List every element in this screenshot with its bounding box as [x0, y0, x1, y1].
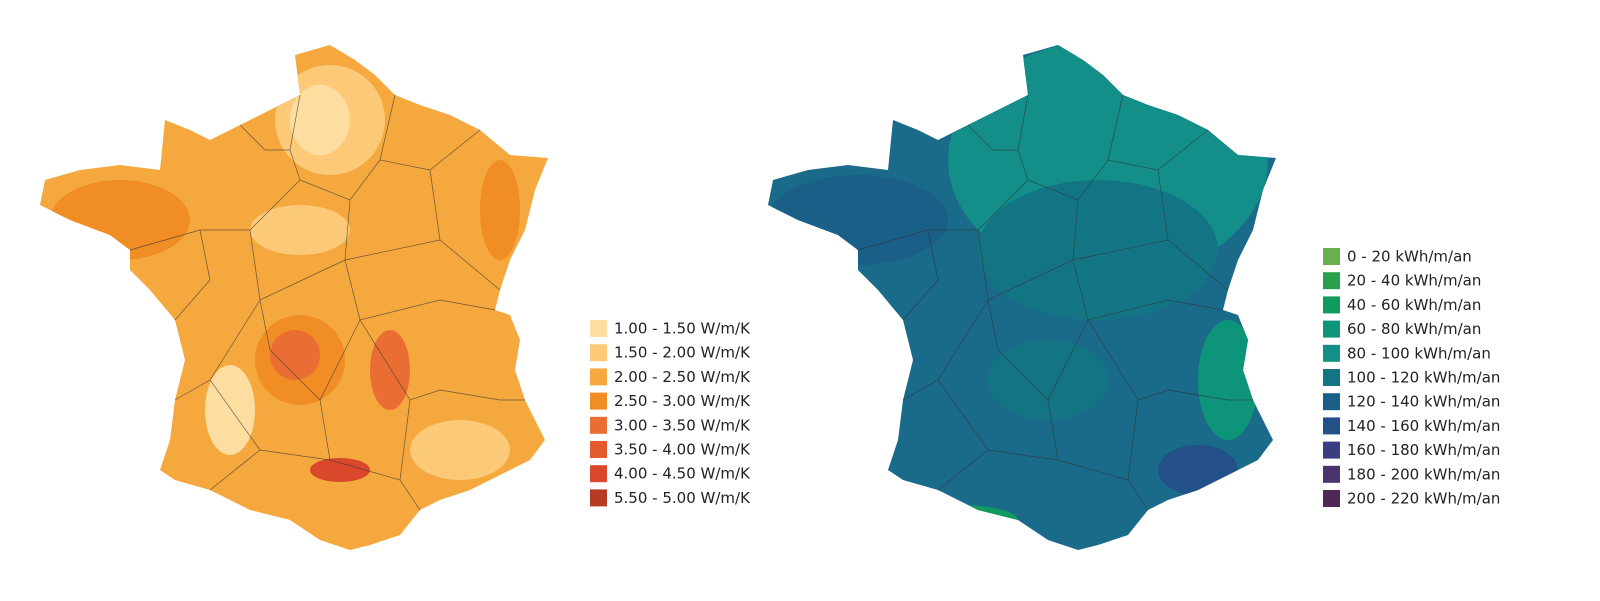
- legend-swatch: [1323, 248, 1340, 265]
- conductivity-map: [40, 45, 548, 550]
- legend-swatch: [590, 344, 607, 362]
- legend-swatch: [1323, 490, 1340, 507]
- legend-swatch: [1323, 417, 1340, 435]
- legend-swatch: [1323, 369, 1340, 386]
- legend-label: 120 - 140 kWh/m/an: [1347, 393, 1500, 411]
- legend-label: 180 - 200 kWh/m/an: [1347, 465, 1500, 483]
- legend-swatch: [590, 441, 607, 458]
- legend-label: 160 - 180 kWh/m/an: [1347, 441, 1500, 459]
- legend-label: 100 - 120 kWh/m/an: [1347, 369, 1500, 387]
- legend: 1.00 - 1.50 W/m/K 1.50 - 2.00 W/m/K 2.00 -…: [590, 320, 751, 507]
- legend-label: 60 - 80 kWh/m/an: [1347, 320, 1481, 338]
- legend-swatch: [590, 465, 607, 483]
- legend-swatch: [590, 368, 607, 386]
- legend-swatch: [1323, 272, 1340, 290]
- legend-swatch: [1323, 344, 1340, 362]
- legend-label: 3.00 - 3.50 W/m/K: [614, 416, 751, 434]
- legend-swatch: [1323, 320, 1340, 338]
- legend-swatch: [590, 320, 607, 337]
- legend-swatch: [1323, 296, 1340, 314]
- legend-label: 1.50 - 2.00 W/m/K: [614, 344, 751, 362]
- legend-swatch: [590, 416, 607, 434]
- legend-swatch: [1323, 441, 1340, 459]
- legend: 0 - 20 kWh/m/an 20 - 40 kWh/m/an 40 - 60 k…: [1323, 248, 1500, 508]
- legend-label: 1.00 - 1.50 W/m/K: [614, 320, 751, 338]
- legend-swatch: [1323, 393, 1340, 411]
- legend-label: 2.00 - 2.50 W/m/K: [614, 368, 751, 386]
- legend-swatch: [1323, 465, 1340, 483]
- energy-map: [768, 45, 1276, 550]
- legend-label: 200 - 220 kWh/m/an: [1347, 490, 1500, 508]
- legend-label: 5.50 - 5.00 W/m/K: [614, 489, 751, 507]
- legend-label: 40 - 60 kWh/m/an: [1347, 296, 1481, 314]
- legend-label: 2.50 - 3.00 W/m/K: [614, 392, 751, 410]
- legend-label: 4.00 - 4.50 W/m/K: [614, 465, 751, 483]
- legend-label: 80 - 100 kWh/m/an: [1347, 344, 1491, 362]
- legend-label: 0 - 20 kWh/m/an: [1347, 248, 1472, 266]
- legend-label: 20 - 40 kWh/m/an: [1347, 272, 1481, 290]
- legend-swatch: [590, 489, 607, 507]
- legend-label: 140 - 160 kWh/m/an: [1347, 417, 1500, 435]
- legend-swatch: [590, 392, 607, 410]
- legend-label: 3.50 - 4.00 W/m/K: [614, 441, 751, 459]
